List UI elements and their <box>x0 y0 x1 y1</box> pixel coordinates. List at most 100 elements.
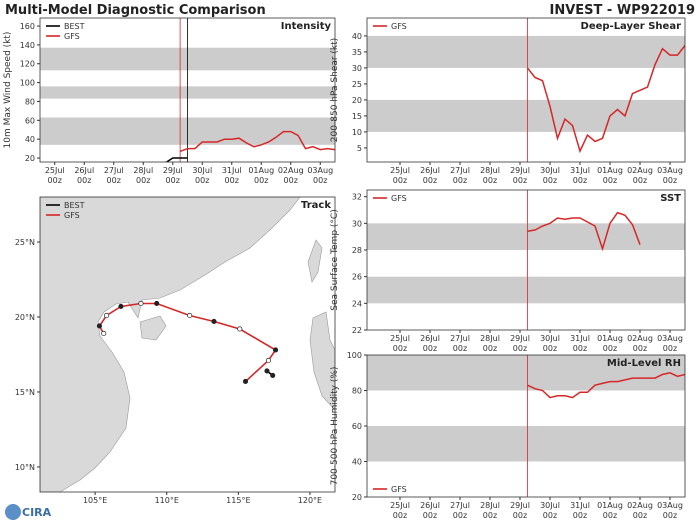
y-axis-label: Sea Surface Temp (°C) <box>330 209 340 310</box>
y-tick-label: 15 <box>352 112 362 121</box>
x-tick-label: 30Jul 00z <box>540 166 560 185</box>
track-point <box>96 323 102 329</box>
x-tick-label: 27Jul 00z <box>450 501 470 520</box>
band <box>367 355 685 391</box>
y-tick-label: 40 <box>25 135 35 144</box>
y-axis-label: 10m Max Wind Speed (kt) <box>3 32 13 149</box>
x-tick-label: 31Jul 00z <box>570 501 590 520</box>
legend-label: GFS <box>391 485 407 494</box>
x-tick-label: 26Jul 00z <box>74 166 94 185</box>
y-tick-label: 40 <box>352 458 362 467</box>
series-line <box>527 372 685 399</box>
panel-title: Mid-Level RH <box>607 358 681 369</box>
y-tick-label: 30 <box>352 64 362 73</box>
plot-frame <box>366 189 686 331</box>
y-tick-label: 15°N <box>15 388 35 397</box>
x-tick-label: 30Jul 00z <box>540 334 560 353</box>
series-line <box>165 157 188 162</box>
y-tick-label: 10 <box>352 128 362 137</box>
plot-frame <box>366 17 686 163</box>
y-axis-label: 200-850 hPa Shear (kt) <box>330 38 340 142</box>
track-point <box>104 312 110 319</box>
x-tick-label: 29Jul 00z <box>510 501 530 520</box>
x-tick-label: 25Jul 00z <box>45 166 65 185</box>
band <box>367 426 685 462</box>
y-tick-label: 140 <box>20 41 35 50</box>
y-tick-label: 60 <box>352 422 362 431</box>
band <box>367 99 685 132</box>
x-tick-label: 25Jul 00z <box>390 334 410 353</box>
x-tick-label: 28Jul 00z <box>480 334 500 353</box>
panel-title: Deep-Layer Shear <box>581 21 682 32</box>
track-point <box>187 312 193 319</box>
y-tick-label: 80 <box>352 387 362 396</box>
legend-label: BEST <box>64 22 85 31</box>
x-tick-label: 26Jul 00z <box>420 501 440 520</box>
y-tick-label: 100 <box>20 79 35 88</box>
y-tick-label: 32 <box>352 193 362 202</box>
x-tick-label: 03Aug 00z <box>657 334 683 353</box>
x-tick-label: 03Aug 00z <box>307 166 333 185</box>
x-tick-label: 28Jul 00z <box>133 166 153 185</box>
y-tick-label: 20°N <box>15 313 35 322</box>
y-tick-label: 30 <box>352 219 362 228</box>
x-tick-label: 115°E <box>226 496 250 505</box>
x-tick-label: 25Jul 00z <box>390 166 410 185</box>
x-tick-label: 29Jul 00z <box>163 166 183 185</box>
x-tick-label: 31Jul 00z <box>222 166 242 185</box>
y-tick-label: 120 <box>20 60 35 69</box>
y-tick-label: 20 <box>25 154 35 163</box>
x-tick-label: 30Jul 00z <box>192 166 212 185</box>
y-tick-label: 5 <box>357 144 362 153</box>
x-tick-label: 02Aug 00z <box>627 166 653 185</box>
legend-label: BEST <box>64 201 85 210</box>
track-point <box>270 372 276 379</box>
y-tick-label: 35 <box>352 48 362 57</box>
track-point <box>118 303 124 310</box>
y-axis-label: 700-500 hPa Humidity (%) <box>330 367 340 486</box>
x-tick-label: 120°E <box>298 496 322 505</box>
x-tick-label: 27Jul 00z <box>450 334 470 353</box>
x-tick-label: 105°E <box>83 496 107 505</box>
series-line <box>179 130 335 153</box>
y-tick-label: 60 <box>25 116 35 125</box>
series-line <box>526 45 685 154</box>
y-tick-label: 100 <box>347 351 362 360</box>
legend-label: GFS <box>64 32 80 41</box>
x-tick-label: 25Jul 00z <box>390 501 410 520</box>
x-tick-label: 02Aug 00z <box>627 501 653 520</box>
x-tick-label: 27Jul 00z <box>450 166 470 185</box>
x-tick-label: 31Jul 00z <box>570 334 590 353</box>
y-tick-label: 28 <box>352 246 362 255</box>
track-point <box>265 357 271 364</box>
y-tick-label: 160 <box>20 22 35 31</box>
x-tick-label: 26Jul 00z <box>420 166 440 185</box>
track-point <box>101 330 107 337</box>
x-tick-label: 26Jul 00z <box>420 334 440 353</box>
page-title: Multi-Model Diagnostic Comparison <box>5 3 266 18</box>
map-land <box>40 197 335 492</box>
x-tick-label: 29Jul 00z <box>510 166 530 185</box>
x-tick-label: 30Jul 00z <box>540 501 560 520</box>
y-tick-label: 20 <box>352 96 362 105</box>
track-point <box>264 368 270 374</box>
legend-label: GFS <box>391 194 407 203</box>
logo: CIRA <box>5 504 52 520</box>
x-tick-label: 01Aug 00z <box>597 166 623 185</box>
y-tick-label: 24 <box>352 299 362 308</box>
storm-id: INVEST - WP922019 <box>550 3 695 18</box>
band <box>367 223 685 250</box>
plot-frame <box>366 354 686 498</box>
x-tick-label: 28Jul 00z <box>480 166 500 185</box>
x-tick-label: 29Jul 00z <box>510 334 530 353</box>
y-tick-label: 10°N <box>15 463 35 472</box>
x-tick-label: 02Aug 00z <box>627 334 653 353</box>
band <box>367 35 685 68</box>
y-tick-label: 25 <box>352 80 362 89</box>
track-point <box>211 318 217 325</box>
logo-text: CIRA <box>22 506 52 519</box>
x-tick-label: 01Aug 00z <box>597 501 623 520</box>
track-point <box>273 347 279 353</box>
plot-frame <box>39 196 336 493</box>
